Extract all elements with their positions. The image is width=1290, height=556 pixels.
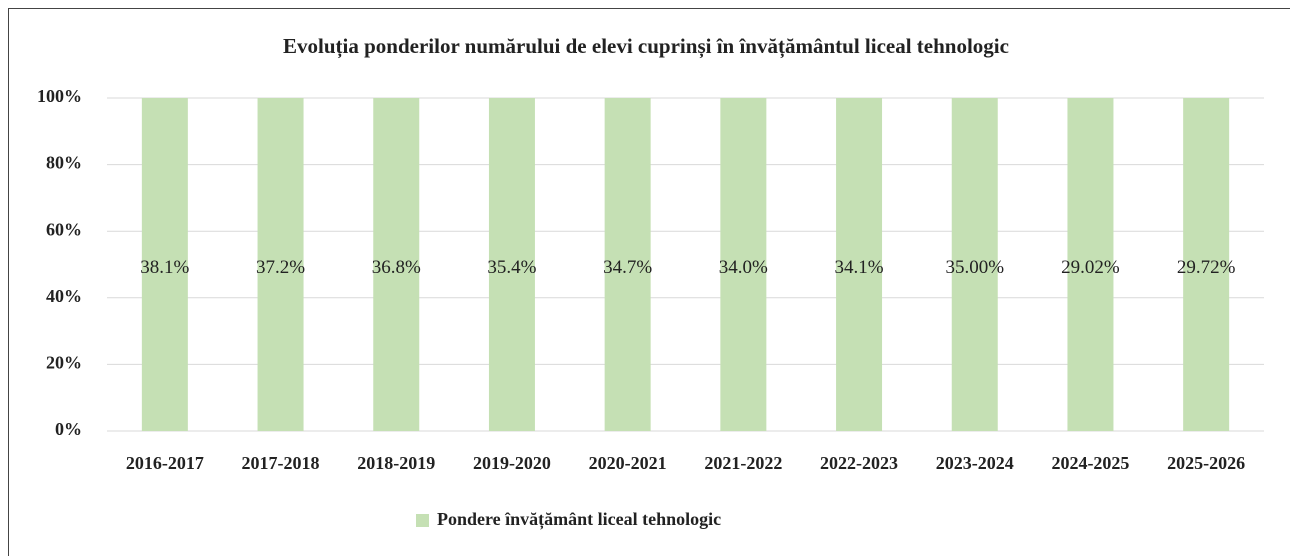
data-label: 35.00% — [945, 257, 1004, 278]
x-tick-label: 2022-2023 — [820, 453, 898, 473]
data-label: 36.8% — [372, 257, 421, 278]
x-tick-label: 2017-2018 — [242, 453, 320, 473]
bar — [1183, 98, 1230, 431]
y-tick-label: 60% — [46, 219, 82, 239]
data-label: 34.0% — [719, 257, 768, 278]
data-label: 34.7% — [603, 257, 652, 278]
bar — [951, 98, 998, 431]
legend-swatch — [416, 514, 429, 527]
bar — [141, 98, 188, 431]
data-label: 37.2% — [256, 257, 305, 278]
bar — [836, 98, 883, 431]
x-tick-label: 2020-2021 — [589, 453, 667, 473]
x-tick-label: 2016-2017 — [126, 453, 204, 473]
chart-title: Evoluția ponderilor numărului de elevi c… — [283, 34, 1009, 59]
y-tick-label: 100% — [37, 86, 82, 106]
data-label: 38.1% — [140, 257, 189, 278]
y-tick-label: 40% — [46, 286, 82, 306]
y-tick-label: 80% — [46, 153, 82, 173]
bar — [720, 98, 767, 431]
data-label: 35.4% — [487, 257, 536, 278]
data-label: 29.72% — [1177, 257, 1236, 278]
data-label: 34.1% — [835, 257, 884, 278]
bar — [1067, 98, 1114, 431]
y-tick-label: 0% — [55, 419, 82, 439]
bar — [257, 98, 304, 431]
x-tick-label: 2023-2024 — [936, 453, 1014, 473]
chart-frame — [8, 8, 1290, 556]
bar — [373, 98, 420, 431]
x-tick-label: 2024-2025 — [1051, 453, 1129, 473]
x-tick-label: 2019-2020 — [473, 453, 551, 473]
legend-label: Pondere învățământ liceal tehnologic — [437, 509, 721, 530]
bar — [604, 98, 651, 431]
x-tick-label: 2018-2019 — [357, 453, 435, 473]
x-tick-label: 2025-2026 — [1167, 453, 1245, 473]
bar — [488, 98, 535, 431]
y-tick-label: 20% — [46, 353, 82, 373]
data-label: 29.02% — [1061, 257, 1120, 278]
x-tick-label: 2021-2022 — [704, 453, 782, 473]
